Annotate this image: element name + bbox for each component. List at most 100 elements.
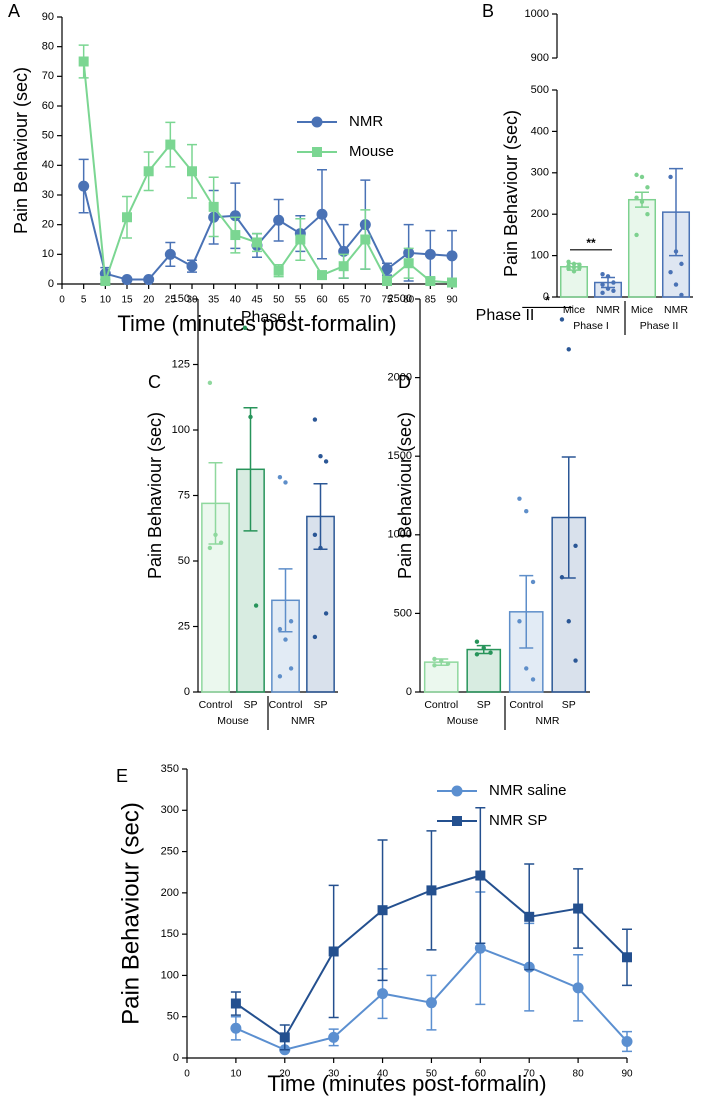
data-point [668, 269, 673, 275]
y-tick-label: 25 [178, 620, 190, 632]
data-point [312, 417, 318, 422]
marker [122, 212, 132, 223]
data-point [318, 454, 323, 459]
marker [573, 903, 584, 914]
y-tick-label: 500 [394, 607, 412, 619]
data-point [611, 288, 616, 293]
x-tick-label: 5 [81, 295, 87, 306]
x-tick-label: Control [199, 699, 233, 711]
data-point [679, 261, 684, 267]
bar [466, 648, 502, 693]
data-point [283, 637, 288, 642]
data-point [639, 199, 645, 204]
data-point [566, 619, 571, 624]
group-label: NMR [291, 715, 315, 727]
bar [423, 661, 459, 693]
data-point [634, 232, 639, 238]
y-tick-label: 125 [172, 358, 190, 370]
legend-label: Mouse [349, 143, 394, 160]
x-tick-label: 40 [377, 1069, 389, 1080]
data-point [634, 172, 639, 178]
x-tick-label: 0 [184, 1069, 190, 1080]
marker [424, 248, 436, 260]
data-point [432, 656, 437, 662]
marker [377, 988, 389, 1000]
group-label: Mouse [217, 715, 249, 727]
data-point [577, 265, 582, 271]
x-tick-label: 20 [143, 295, 155, 306]
significance-label: ** [586, 236, 596, 250]
x-tick-label: SP [562, 699, 576, 711]
marker [475, 870, 486, 881]
data-point [318, 545, 323, 551]
y-tick-label: 50 [42, 130, 54, 142]
x-tick-label: 60 [316, 295, 328, 306]
marker [524, 911, 535, 922]
data-point [524, 509, 529, 514]
error-bar [561, 456, 576, 579]
data-point [600, 282, 605, 287]
y-axis-label: Pain Behaviour (sec) [145, 412, 165, 579]
data-point [605, 286, 611, 291]
y-tick-label: 200 [161, 887, 179, 899]
marker [187, 166, 197, 177]
legend-label: NMR [349, 113, 383, 130]
x-tick-label: 70 [360, 295, 372, 306]
data-point [283, 480, 288, 485]
x-tick-label: 0 [59, 295, 65, 306]
error-bar [278, 568, 293, 633]
error-bar [243, 406, 258, 532]
y-tick-label: 100 [161, 969, 179, 981]
group-label: NMR [536, 715, 560, 727]
panel-letter: A [8, 1, 20, 21]
marker [279, 1032, 290, 1043]
data-point [517, 619, 522, 624]
y-tick-label: 100 [172, 424, 190, 436]
marker [295, 234, 306, 245]
y-tick-label: 150 [172, 293, 190, 305]
x-tick-label: 10 [100, 295, 112, 306]
data-point [312, 532, 318, 537]
y-tick-label: 50 [167, 1011, 179, 1023]
data-point [474, 652, 480, 657]
y-tick-label: 20 [42, 219, 54, 231]
marker [338, 261, 349, 272]
x-tick-label: Mice [563, 304, 585, 316]
legend-marker [312, 147, 322, 157]
x-tick-label: 30 [328, 1069, 340, 1080]
data-point [645, 212, 650, 217]
x-tick-label: SP [243, 699, 257, 711]
x-tick-label: 40 [230, 295, 242, 306]
significance-label: * [545, 294, 550, 308]
data-point [218, 540, 224, 545]
data-point [312, 634, 318, 640]
marker [425, 276, 436, 287]
data-point [432, 663, 437, 668]
data-point [439, 658, 444, 663]
data-point [530, 677, 536, 682]
data-point [288, 666, 294, 671]
data-point [679, 292, 684, 298]
x-tick-label: Control [269, 699, 303, 711]
marker [360, 234, 371, 245]
marker [377, 905, 388, 916]
y-tick-label: 2000 [388, 372, 412, 384]
y-tick-label: 80 [42, 41, 54, 53]
data-point [566, 266, 571, 272]
y-tick-label: 300 [161, 804, 179, 816]
data-point [639, 174, 645, 180]
panel-title: Phase II [476, 307, 535, 324]
y-tick-label: 2500 [388, 293, 412, 305]
y-tick-label: 1500 [388, 450, 412, 462]
data-point [559, 575, 565, 580]
x-tick-label: Mice [631, 304, 653, 316]
data-point [277, 626, 283, 632]
x-tick-label: 55 [295, 295, 307, 306]
x-tick-label: 50 [273, 295, 285, 306]
y-tick-label: 0 [173, 1052, 179, 1064]
x-tick-label: 15 [121, 295, 133, 306]
marker [328, 946, 339, 957]
x-tick-label: Control [509, 699, 543, 711]
x-axis-label: Time (minutes post-formalin) [267, 1071, 546, 1096]
